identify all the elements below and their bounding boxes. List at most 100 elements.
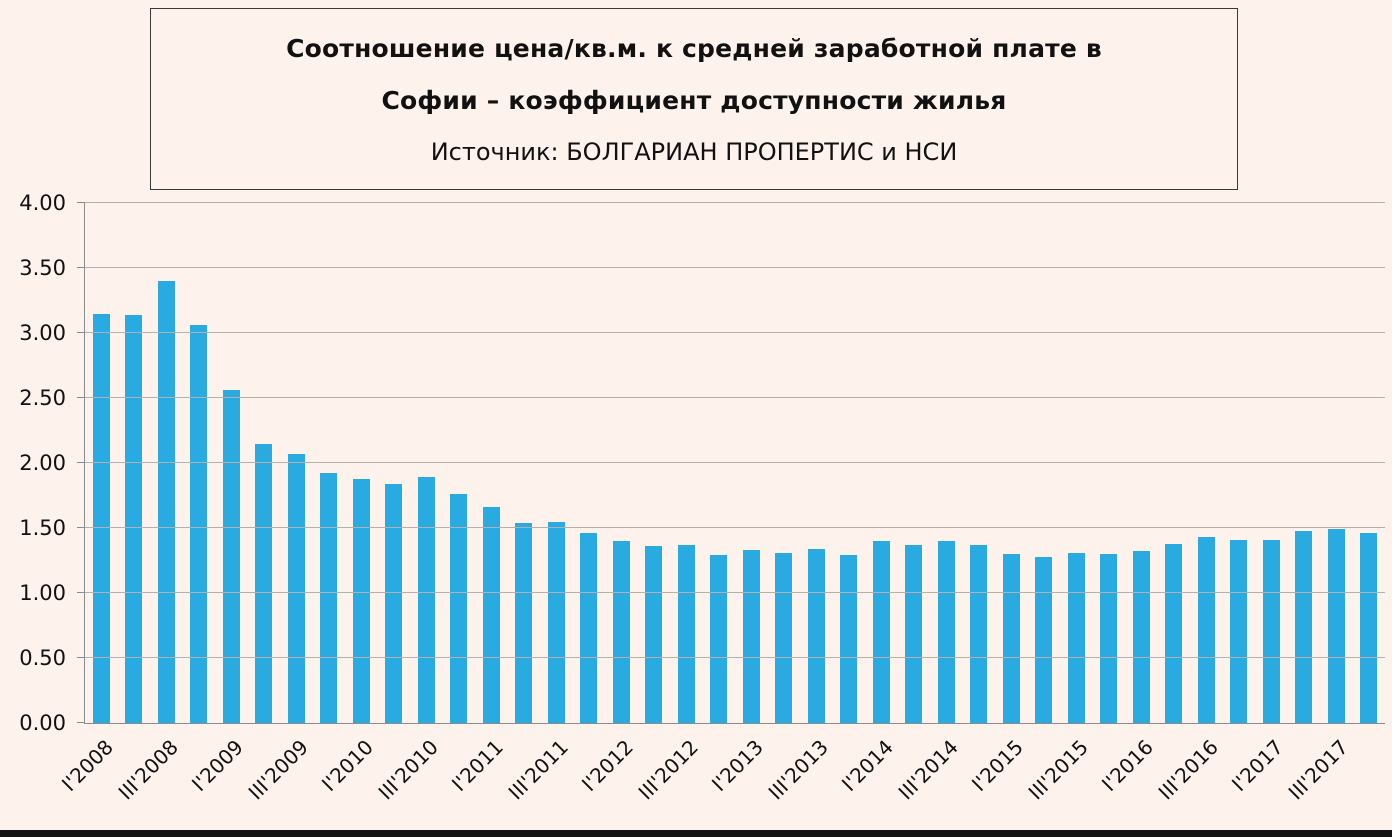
bar: [287, 453, 305, 723]
bar: [1067, 552, 1085, 723]
bar-slot: [1028, 203, 1061, 723]
y-tick: [77, 527, 85, 528]
y-tick: [77, 397, 85, 398]
bar-slot: [638, 203, 671, 723]
bar-slot: [540, 203, 573, 723]
bar-slot: [1060, 203, 1093, 723]
bar: [1002, 554, 1020, 723]
bar-slot: [118, 203, 151, 723]
bar: [255, 443, 273, 723]
bar: [970, 544, 988, 723]
bar-slot: [735, 203, 768, 723]
bar-slot: [963, 203, 996, 723]
bar: [775, 552, 793, 723]
x-axis-label: I'2014: [837, 735, 899, 797]
bar-slot: [995, 203, 1028, 723]
bar-slot: [898, 203, 931, 723]
bar: [385, 483, 403, 723]
plot-area: I'2008 III'2008 I'2009 III'2009 I'2010 III'20…: [57, 202, 1385, 804]
bar: [905, 544, 923, 723]
bar: [807, 548, 825, 723]
bar: [742, 550, 760, 723]
bar-slot: [508, 203, 541, 723]
y-axis-label: 1.00: [19, 581, 66, 605]
bar-slot: [833, 203, 866, 723]
y-axis-label: 0.50: [19, 646, 66, 670]
bar: [92, 313, 110, 723]
x-axis-label: III'2011: [503, 735, 574, 805]
bar: [125, 314, 143, 723]
bar-slot: [215, 203, 248, 723]
bar: [677, 544, 695, 723]
bar: [1132, 551, 1150, 723]
bar-slot: [800, 203, 833, 723]
bar: [612, 541, 630, 723]
bar-slot: [605, 203, 638, 723]
y-tick: [77, 657, 85, 658]
bar: [352, 478, 370, 723]
bar: [1100, 554, 1118, 723]
bar-slot: [475, 203, 508, 723]
bar-slot: [1320, 203, 1353, 723]
x-axis-label: III'2013: [763, 735, 834, 805]
bar: [1035, 556, 1053, 723]
y-tick: [77, 202, 85, 203]
y-axis-label: 2.00: [19, 451, 66, 475]
y-tick: [77, 592, 85, 593]
x-axis-label: III'2016: [1153, 735, 1224, 805]
bar-slot: [150, 203, 183, 723]
bar-slot: [1288, 203, 1321, 723]
chart-title-line-2: Софии – коэффициент доступности жилья: [381, 86, 1007, 115]
x-axis-label: I'2013: [707, 735, 769, 797]
bar-slot: [1125, 203, 1158, 723]
gridline: [85, 202, 1385, 203]
bar: [872, 541, 890, 723]
bar-slot: [410, 203, 443, 723]
gridline: [85, 332, 1385, 333]
x-axis-label: III'2012: [633, 735, 704, 805]
bar: [1262, 539, 1280, 723]
x-axis-label: I'2008: [57, 735, 119, 797]
y-axis-label: 1.50: [19, 516, 66, 540]
bar: [937, 541, 955, 723]
bar: [222, 390, 240, 723]
x-axis-label: I'2011: [447, 735, 509, 797]
y-axis-label: 0.00: [19, 711, 66, 735]
x-axis-label: I'2010: [317, 735, 379, 797]
bar: [1327, 529, 1345, 723]
x-axis-label: III'2015: [1023, 735, 1094, 805]
y-axis-label: 2.50: [19, 386, 66, 410]
chart-title-line-1: Соотношение цена/кв.м. к средней заработ…: [286, 34, 1102, 63]
bar: [840, 555, 858, 723]
bar-slot: [1353, 203, 1386, 723]
gridline: [85, 397, 1385, 398]
x-axis-label: III'2009: [243, 735, 314, 805]
bar-slot: [378, 203, 411, 723]
bar-slot: [443, 203, 476, 723]
bar-slot: [280, 203, 313, 723]
bar: [1165, 543, 1183, 723]
x-axis-label: III'2010: [373, 735, 444, 805]
bar-slot: [1223, 203, 1256, 723]
x-axis: I'2008 III'2008 I'2009 III'2009 I'2010 III'20…: [57, 723, 1385, 833]
gridline: [85, 267, 1385, 268]
x-axis-label: I'2016: [1097, 735, 1159, 797]
bar-slot: [248, 203, 281, 723]
bar: [1360, 533, 1378, 723]
bar: [547, 521, 565, 723]
bar-slot: [1190, 203, 1223, 723]
bar: [645, 546, 663, 723]
bar-slot: [1158, 203, 1191, 723]
bar-slot: [183, 203, 216, 723]
bar: [710, 555, 728, 723]
bar-slot: [865, 203, 898, 723]
chart-title-box: Соотношение цена/кв.м. к средней заработ…: [150, 8, 1238, 190]
y-tick: [77, 462, 85, 463]
bars-container: [85, 203, 1385, 723]
x-axis-label: I'2015: [967, 735, 1029, 797]
y-tick: [77, 267, 85, 268]
bar: [450, 494, 468, 723]
x-axis-label: I'2012: [577, 735, 639, 797]
y-axis-label: 3.50: [19, 256, 66, 280]
bar-slot: [345, 203, 378, 723]
